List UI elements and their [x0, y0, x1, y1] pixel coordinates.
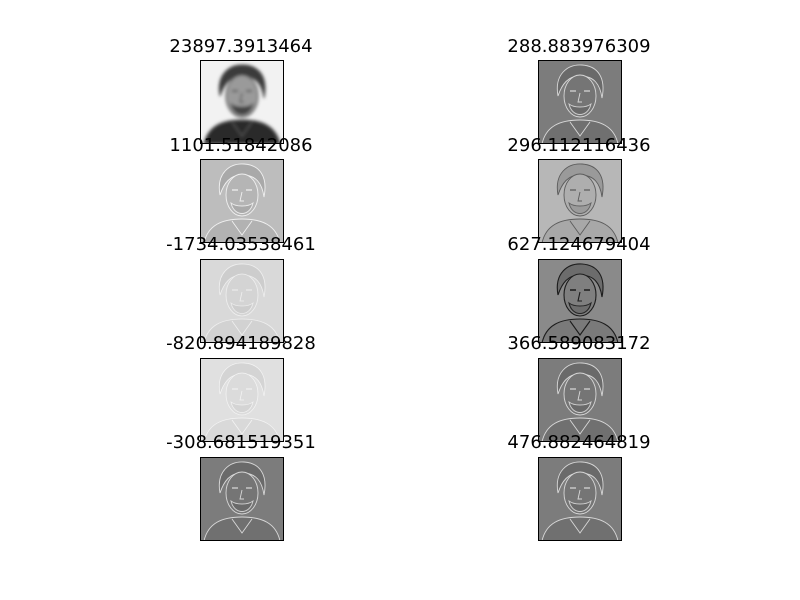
portrait-thumbnail-8	[538, 358, 622, 442]
image-panel-9	[200, 457, 284, 541]
portrait-thumbnail-6	[538, 259, 622, 343]
portrait-thumbnail-1	[200, 60, 284, 144]
panel-title-8: 366.589083172	[507, 333, 651, 354]
portrait-thumbnail-9	[200, 457, 284, 541]
portrait-thumbnail-2	[538, 60, 622, 144]
panel-title-2: 288.883976309	[507, 36, 651, 57]
image-panel-6	[538, 259, 622, 343]
panel-title-4: 296.112116436	[507, 135, 651, 156]
panel-title-1: 23897.3913464	[169, 36, 313, 57]
panel-title-6: 627.124679404	[507, 234, 651, 255]
portrait-thumbnail-10	[538, 457, 622, 541]
portrait-thumbnail-7	[200, 358, 284, 442]
image-panel-2	[538, 60, 622, 144]
image-panel-10	[538, 457, 622, 541]
panel-title-3: 1101.51842086	[169, 135, 313, 156]
image-panel-4	[538, 159, 622, 243]
image-panel-3	[200, 159, 284, 243]
panel-title-10: 476.882464819	[507, 432, 651, 453]
image-panel-7	[200, 358, 284, 442]
portrait-thumbnail-3	[200, 159, 284, 243]
image-panel-8	[538, 358, 622, 442]
panel-title-5: -1734.03538461	[166, 234, 316, 255]
portrait-thumbnail-5	[200, 259, 284, 343]
panel-title-7: -820.894189828	[166, 333, 316, 354]
image-panel-1	[200, 60, 284, 144]
portrait-thumbnail-4	[538, 159, 622, 243]
panel-title-9: -308.681519351	[166, 432, 316, 453]
image-panel-5	[200, 259, 284, 343]
